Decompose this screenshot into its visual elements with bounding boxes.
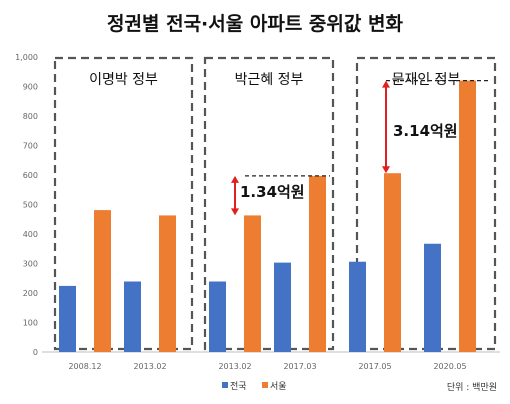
arrow-head-down xyxy=(382,166,390,174)
bar-national xyxy=(124,281,141,352)
x-tick-label: 2017.03 xyxy=(283,362,316,371)
legend: 전국 서울 xyxy=(222,381,287,392)
y-tick-label: 200 xyxy=(23,289,38,298)
arrow-head-down xyxy=(231,208,239,216)
bar-national xyxy=(424,243,441,352)
bar-series xyxy=(59,80,476,352)
unit-label: 단위 : 백만원 xyxy=(447,382,497,393)
x-tick-label: 2020.05 xyxy=(433,362,466,371)
legend-swatch xyxy=(262,382,268,388)
bar-seoul xyxy=(94,210,111,352)
arrow-head-up xyxy=(382,80,390,88)
y-tick-label: 600 xyxy=(23,171,38,180)
bar-national xyxy=(349,261,366,352)
x-tick-label: 2013.02 xyxy=(133,362,166,371)
bar-seoul xyxy=(384,173,401,352)
difference-annotations: 1.34억원 3.14억원 xyxy=(231,79,488,216)
government-label: 박근혜 정부 xyxy=(235,72,304,88)
x-axis: 2008.12 2013.02 2013.02 2017.03 2017.05 2020.… xyxy=(68,362,466,371)
x-tick-label: 2013.02 xyxy=(218,362,251,371)
bar-seoul xyxy=(459,80,476,352)
y-tick-label: 400 xyxy=(23,230,38,239)
x-tick-label: 2017.05 xyxy=(358,362,391,371)
y-tick-label: 100 xyxy=(23,319,38,328)
y-tick-label: 500 xyxy=(23,201,38,210)
legend-label: 서울 xyxy=(270,381,287,392)
y-tick-label: 1,000 xyxy=(15,53,38,62)
y-tick-label: 900 xyxy=(23,83,38,92)
bar-seoul xyxy=(244,215,261,352)
legend-label: 전국 xyxy=(230,381,247,392)
bar-seoul xyxy=(159,215,176,352)
y-tick-label: 300 xyxy=(23,260,38,269)
y-tick-label: 800 xyxy=(23,112,38,121)
difference-label: 1.34억원 xyxy=(240,183,305,201)
difference-label: 3.14억원 xyxy=(393,122,458,140)
x-tick-label: 2008.12 xyxy=(68,362,101,371)
bar-national xyxy=(274,262,291,352)
legend-swatch xyxy=(222,382,228,388)
y-tick-label: 700 xyxy=(23,142,38,151)
bar-seoul xyxy=(309,175,326,352)
government-label: 문재인 정부 xyxy=(392,72,461,88)
government-box xyxy=(53,56,194,351)
y-tick-label: 0 xyxy=(33,348,38,357)
government-box xyxy=(203,56,335,351)
arrow-head-up xyxy=(231,175,239,183)
chart-title: 정권별 전국·서울 아파트 중위값 변화 xyxy=(107,13,403,35)
bar-national xyxy=(209,281,226,352)
government-label: 이명박 정부 xyxy=(89,72,158,88)
bar-national xyxy=(59,285,76,352)
y-axis: 0 100 200 300 400 500 600 700 800 900 1,000 xyxy=(15,53,500,357)
